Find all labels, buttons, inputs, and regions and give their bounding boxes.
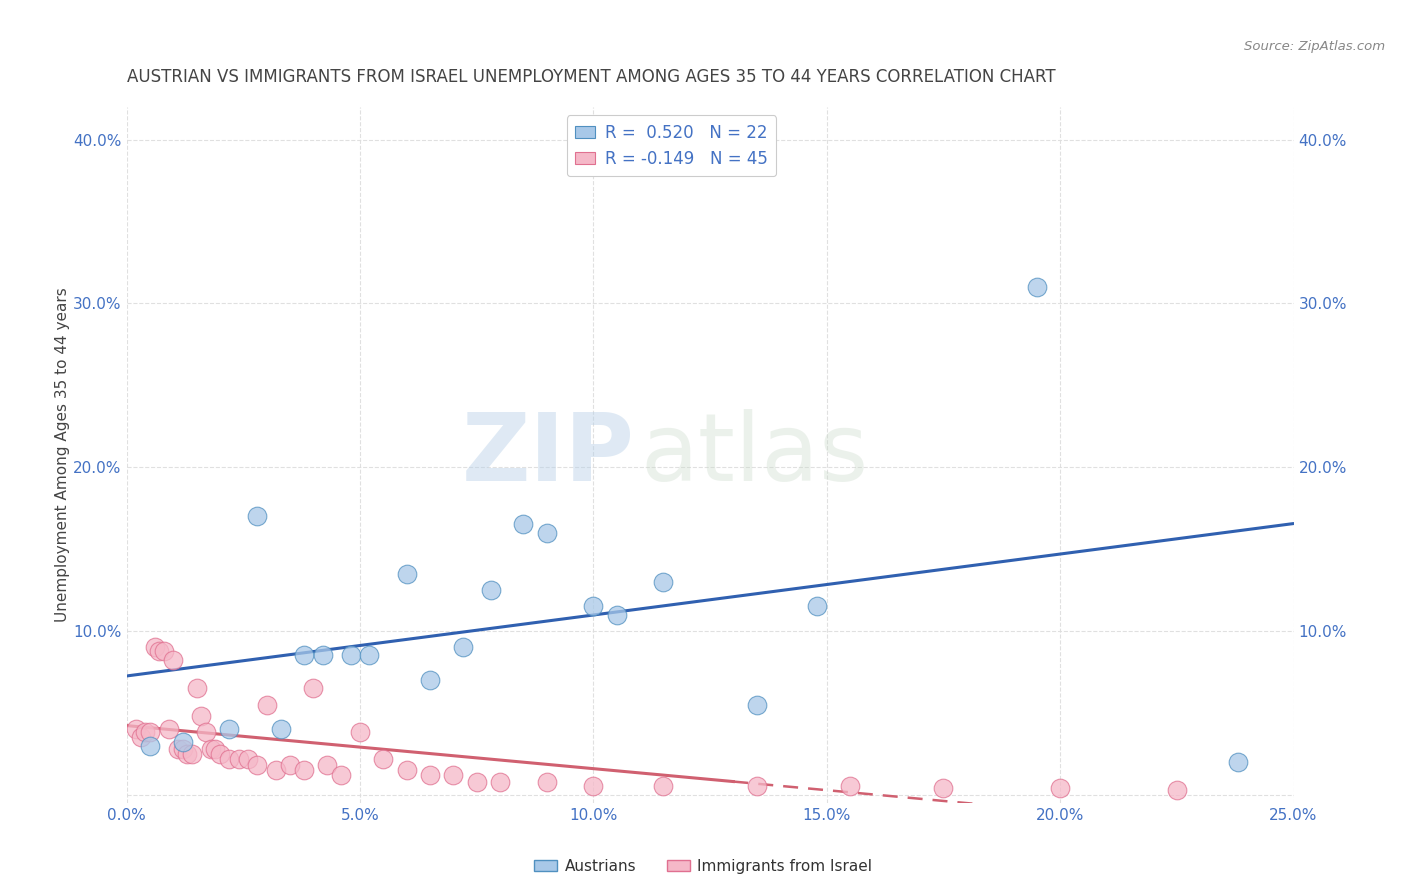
Point (264, 763, 287, 777)
Point (839, 780, 862, 794)
Point (176, 747, 198, 761)
Point (292, 648, 315, 663)
Point (465, 774, 488, 789)
Point (125, 722, 148, 736)
Point (441, 768, 464, 782)
Point (236, 751, 259, 765)
Point (162, 653, 184, 667)
Y-axis label: Unemployment Among Ages 35 to 44 years: Unemployment Among Ages 35 to 44 years (55, 287, 69, 623)
Point (194, 725, 217, 739)
Point (745, 698, 768, 712)
Point (208, 747, 231, 761)
Point (395, 763, 418, 777)
Point (134, 725, 156, 739)
Point (246, 758, 269, 772)
Point (148, 643, 170, 657)
Point (1166, 782, 1188, 797)
Point (180, 747, 202, 761)
Point (246, 509, 269, 524)
Point (172, 735, 194, 749)
Point (190, 709, 212, 723)
Point (536, 774, 558, 789)
Point (311, 648, 333, 663)
Point (489, 774, 512, 789)
Point (228, 751, 250, 765)
Point (172, 741, 194, 756)
Point (139, 739, 162, 753)
Point (349, 725, 371, 739)
Text: AUSTRIAN VS IMMIGRANTS FROM ISRAEL UNEMPLOYMENT AMONG AGES 35 TO 44 YEARS CORREL: AUSTRIAN VS IMMIGRANTS FROM ISRAEL UNEMP… (127, 68, 1054, 86)
Point (167, 741, 190, 756)
Point (218, 722, 240, 736)
Point (200, 741, 222, 756)
Legend: Austrians, Immigrants from Israel: Austrians, Immigrants from Israel (527, 853, 879, 880)
Point (218, 751, 240, 765)
Point (359, 648, 381, 663)
Point (1226, 755, 1249, 769)
Point (302, 681, 325, 696)
Point (373, 751, 395, 765)
Point (330, 768, 353, 782)
Point (512, 517, 534, 532)
Point (652, 574, 675, 589)
Text: ZIP: ZIP (461, 409, 634, 501)
Point (143, 640, 166, 655)
Point (316, 758, 339, 772)
Point (186, 681, 208, 696)
Point (582, 599, 605, 614)
Point (536, 525, 558, 540)
Point (339, 648, 361, 663)
Point (139, 725, 162, 739)
Point (419, 673, 441, 687)
Point (806, 599, 828, 614)
Point (270, 722, 292, 736)
Point (606, 607, 628, 622)
Text: atlas: atlas (640, 409, 869, 501)
Point (652, 780, 675, 794)
Point (1025, 280, 1047, 294)
Point (278, 758, 301, 772)
Point (582, 780, 605, 794)
Point (451, 640, 474, 655)
Point (157, 722, 180, 736)
Point (292, 763, 315, 777)
Point (256, 698, 278, 712)
Point (932, 780, 955, 795)
Point (1049, 780, 1071, 795)
Point (153, 643, 176, 657)
Point (129, 731, 152, 745)
Point (745, 780, 768, 794)
Legend: R =  0.520   N = 22, R = -0.149   N = 45: R = 0.520 N = 22, R = -0.149 N = 45 (567, 115, 776, 177)
Point (204, 741, 226, 756)
Text: Source: ZipAtlas.com: Source: ZipAtlas.com (1244, 40, 1385, 54)
Point (419, 768, 441, 782)
Point (479, 582, 502, 597)
Point (395, 566, 418, 581)
